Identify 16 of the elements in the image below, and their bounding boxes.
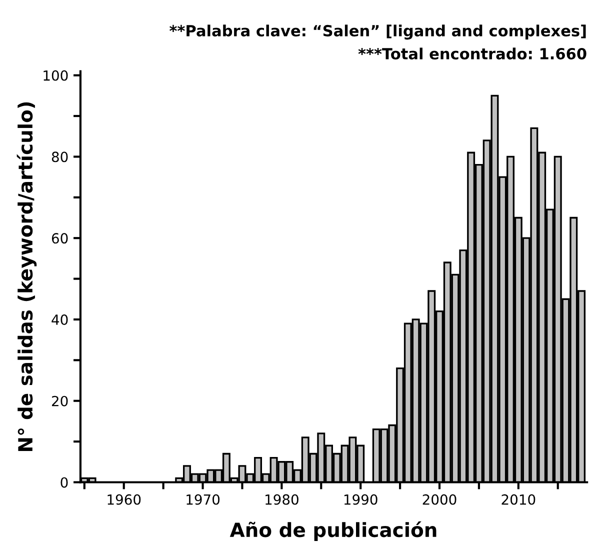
x-tick-label: 1980 (266, 494, 298, 505)
x-tick-label: 1970 (186, 494, 220, 505)
x-tick-label: 2010 (502, 494, 536, 505)
x-tick-label: 1990 (344, 494, 378, 505)
y-tick-label: 80 (52, 152, 68, 162)
y-tick-label: 100 (44, 70, 68, 81)
text: **Palabra clave: “Salen” [ligand and complexes] (170, 24, 586, 40)
y-tick-label: 0 (60, 477, 68, 488)
y-axis-title: N° de salidas (keyword/artículo) (16, 102, 37, 452)
x-tick-label: 2000 (422, 494, 456, 505)
x-tick-label: 1960 (108, 494, 141, 505)
x-axis-title: Año de publicación (230, 521, 436, 541)
y-tick-label: 60 (52, 233, 68, 244)
y-tick-label: 20 (52, 396, 68, 406)
text: ***Total encontrado: 1.660 (358, 48, 586, 60)
y-tick-label: 40 (52, 314, 68, 325)
